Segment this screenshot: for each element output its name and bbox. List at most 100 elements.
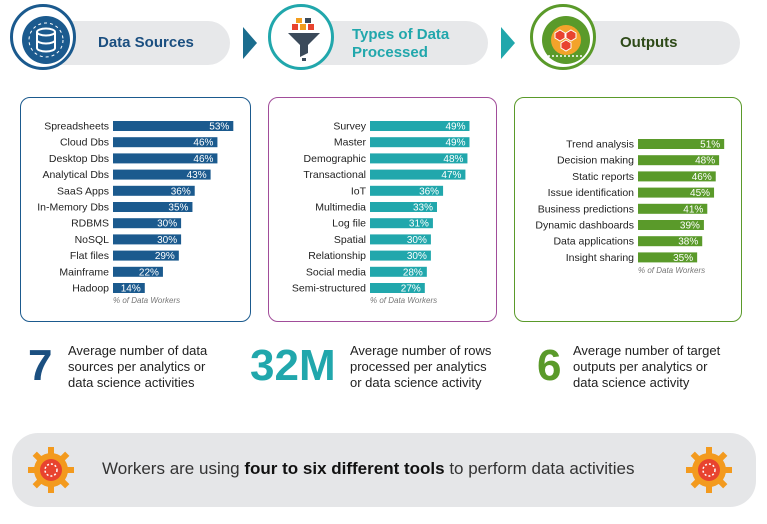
category-label: Flat files <box>70 250 109 262</box>
sources-stat-line3: data science activities <box>68 375 195 390</box>
bar <box>370 283 425 293</box>
category-label: Spreadsheets <box>44 121 109 133</box>
outputs-icon-circle <box>530 4 596 70</box>
value-label: 38% <box>678 237 698 248</box>
outputs-stat-line1: Average number of target <box>573 343 721 358</box>
category-label: Decision making <box>557 155 634 167</box>
bar <box>638 236 703 247</box>
category-label: Hadoop <box>72 283 109 295</box>
value-label: 39% <box>680 221 700 232</box>
outputs-stat-text: Average number of target outputs per ana… <box>573 343 720 391</box>
types-bar-chart: Survey 49% Master 49% Demographic 48% Transact… <box>292 121 470 305</box>
value-label: 31% <box>409 219 429 230</box>
category-label: Cloud Dbs <box>60 137 109 149</box>
rows-stat-line2: processed per analytics <box>350 359 487 374</box>
category-label: Data applications <box>553 236 634 248</box>
hexagon-network-icon <box>542 16 590 64</box>
types-chart-panel: Survey 49% Master 49% Demographic 48% Transact… <box>268 97 497 322</box>
sources-stat-line1: Average number of data <box>68 343 208 358</box>
bar <box>370 266 427 277</box>
bar <box>370 202 437 212</box>
category-label: Spatial <box>334 234 366 246</box>
value-label: 53% <box>209 122 229 133</box>
outputs-stat-line2: outputs per analytics or <box>573 359 708 374</box>
bar <box>370 137 470 148</box>
bar <box>113 169 211 180</box>
category-label: Multimedia <box>315 202 366 214</box>
bar <box>638 220 704 230</box>
value-label: 30% <box>407 235 427 246</box>
value-label: 46% <box>193 154 213 165</box>
category-label: Desktop Dbs <box>49 153 109 165</box>
outputs-chart-panel: Trend analysis 51% Decision making 48% Stati… <box>514 97 742 322</box>
bar <box>370 169 466 180</box>
rows-stat-number: 32M <box>250 341 336 390</box>
outputs-stat-number: 6 <box>537 341 562 390</box>
bar <box>113 218 182 229</box>
category-label: Issue identification <box>548 187 635 199</box>
value-label: 30% <box>157 219 177 230</box>
sources-bar-chart: Spreadsheets 53% Cloud Dbs 46% Desktop Dbs 46… <box>37 121 234 305</box>
value-label: 30% <box>407 251 427 262</box>
category-label: In-Memory Dbs <box>37 202 109 214</box>
category-label: Static reports <box>572 171 634 183</box>
value-label: 46% <box>193 138 213 149</box>
sources-icon-circle <box>10 4 76 70</box>
footer-text-bold: four to six different tools <box>244 459 445 478</box>
category-label: Survey <box>333 121 366 133</box>
footer-text: Workers are using four to six different … <box>102 459 635 479</box>
bar <box>370 218 433 229</box>
bar <box>113 121 234 131</box>
bar <box>113 266 163 277</box>
bar <box>638 187 715 198</box>
value-label: 46% <box>692 172 712 183</box>
outputs-bar-chart: Trend analysis 51% Decision making 48% Stati… <box>535 139 725 275</box>
outputs-stat-line3: data science activity <box>573 375 690 390</box>
bar <box>113 153 218 164</box>
value-label: 29% <box>155 251 175 262</box>
bar <box>638 155 720 166</box>
bar <box>113 234 182 245</box>
database-icon <box>22 16 70 64</box>
sources-chart-panel: Spreadsheets 53% Cloud Dbs 46% Desktop Dbs 46… <box>20 97 251 322</box>
footer-banner: Workers are using four to six different … <box>12 433 756 507</box>
category-label: Insight sharing <box>566 252 634 264</box>
footer-text-after: to perform data activities <box>444 459 635 478</box>
sources-stat-line2: sources per analytics or <box>68 359 206 374</box>
value-label: 36% <box>171 186 191 197</box>
types-header-line2: Processed <box>352 44 428 61</box>
bar <box>113 283 145 293</box>
types-header-line1: Types of Data <box>352 26 450 43</box>
bar <box>370 185 444 196</box>
value-label: 49% <box>445 138 465 149</box>
category-label: Master <box>334 137 367 149</box>
bar <box>370 121 470 131</box>
category-label: SaaS Apps <box>57 185 109 197</box>
category-label: Business predictions <box>538 203 634 215</box>
category-label: Dynamic dashboards <box>535 220 634 232</box>
types-icon-circle <box>268 4 334 70</box>
value-label: 22% <box>139 267 159 278</box>
chart-caption: % of Data Workers <box>113 296 180 305</box>
sources-stat-text: Average number of data sources per analy… <box>68 343 207 391</box>
value-label: 51% <box>700 140 720 151</box>
bar <box>113 185 195 196</box>
bar <box>638 139 725 149</box>
category-label: RDBMS <box>71 218 109 230</box>
outputs-header-label: Outputs <box>620 34 678 51</box>
chart-caption: % of Data Workers <box>370 296 437 305</box>
gear-icon <box>686 447 732 493</box>
rows-stat-text: Average number of rows processed per ana… <box>350 343 491 391</box>
bar <box>370 234 431 245</box>
bar <box>638 203 708 214</box>
category-label: Analytical Dbs <box>42 169 109 181</box>
value-label: 48% <box>443 154 463 165</box>
sources-stat-number: 7 <box>28 341 53 390</box>
value-label: 30% <box>157 235 177 246</box>
rows-stat-line1: Average number of rows <box>350 343 492 358</box>
bar <box>638 171 716 182</box>
category-label: NoSQL <box>75 234 110 246</box>
category-label: Transactional <box>303 169 366 181</box>
chart-caption: % of Data Workers <box>638 266 705 275</box>
bar <box>113 202 193 212</box>
